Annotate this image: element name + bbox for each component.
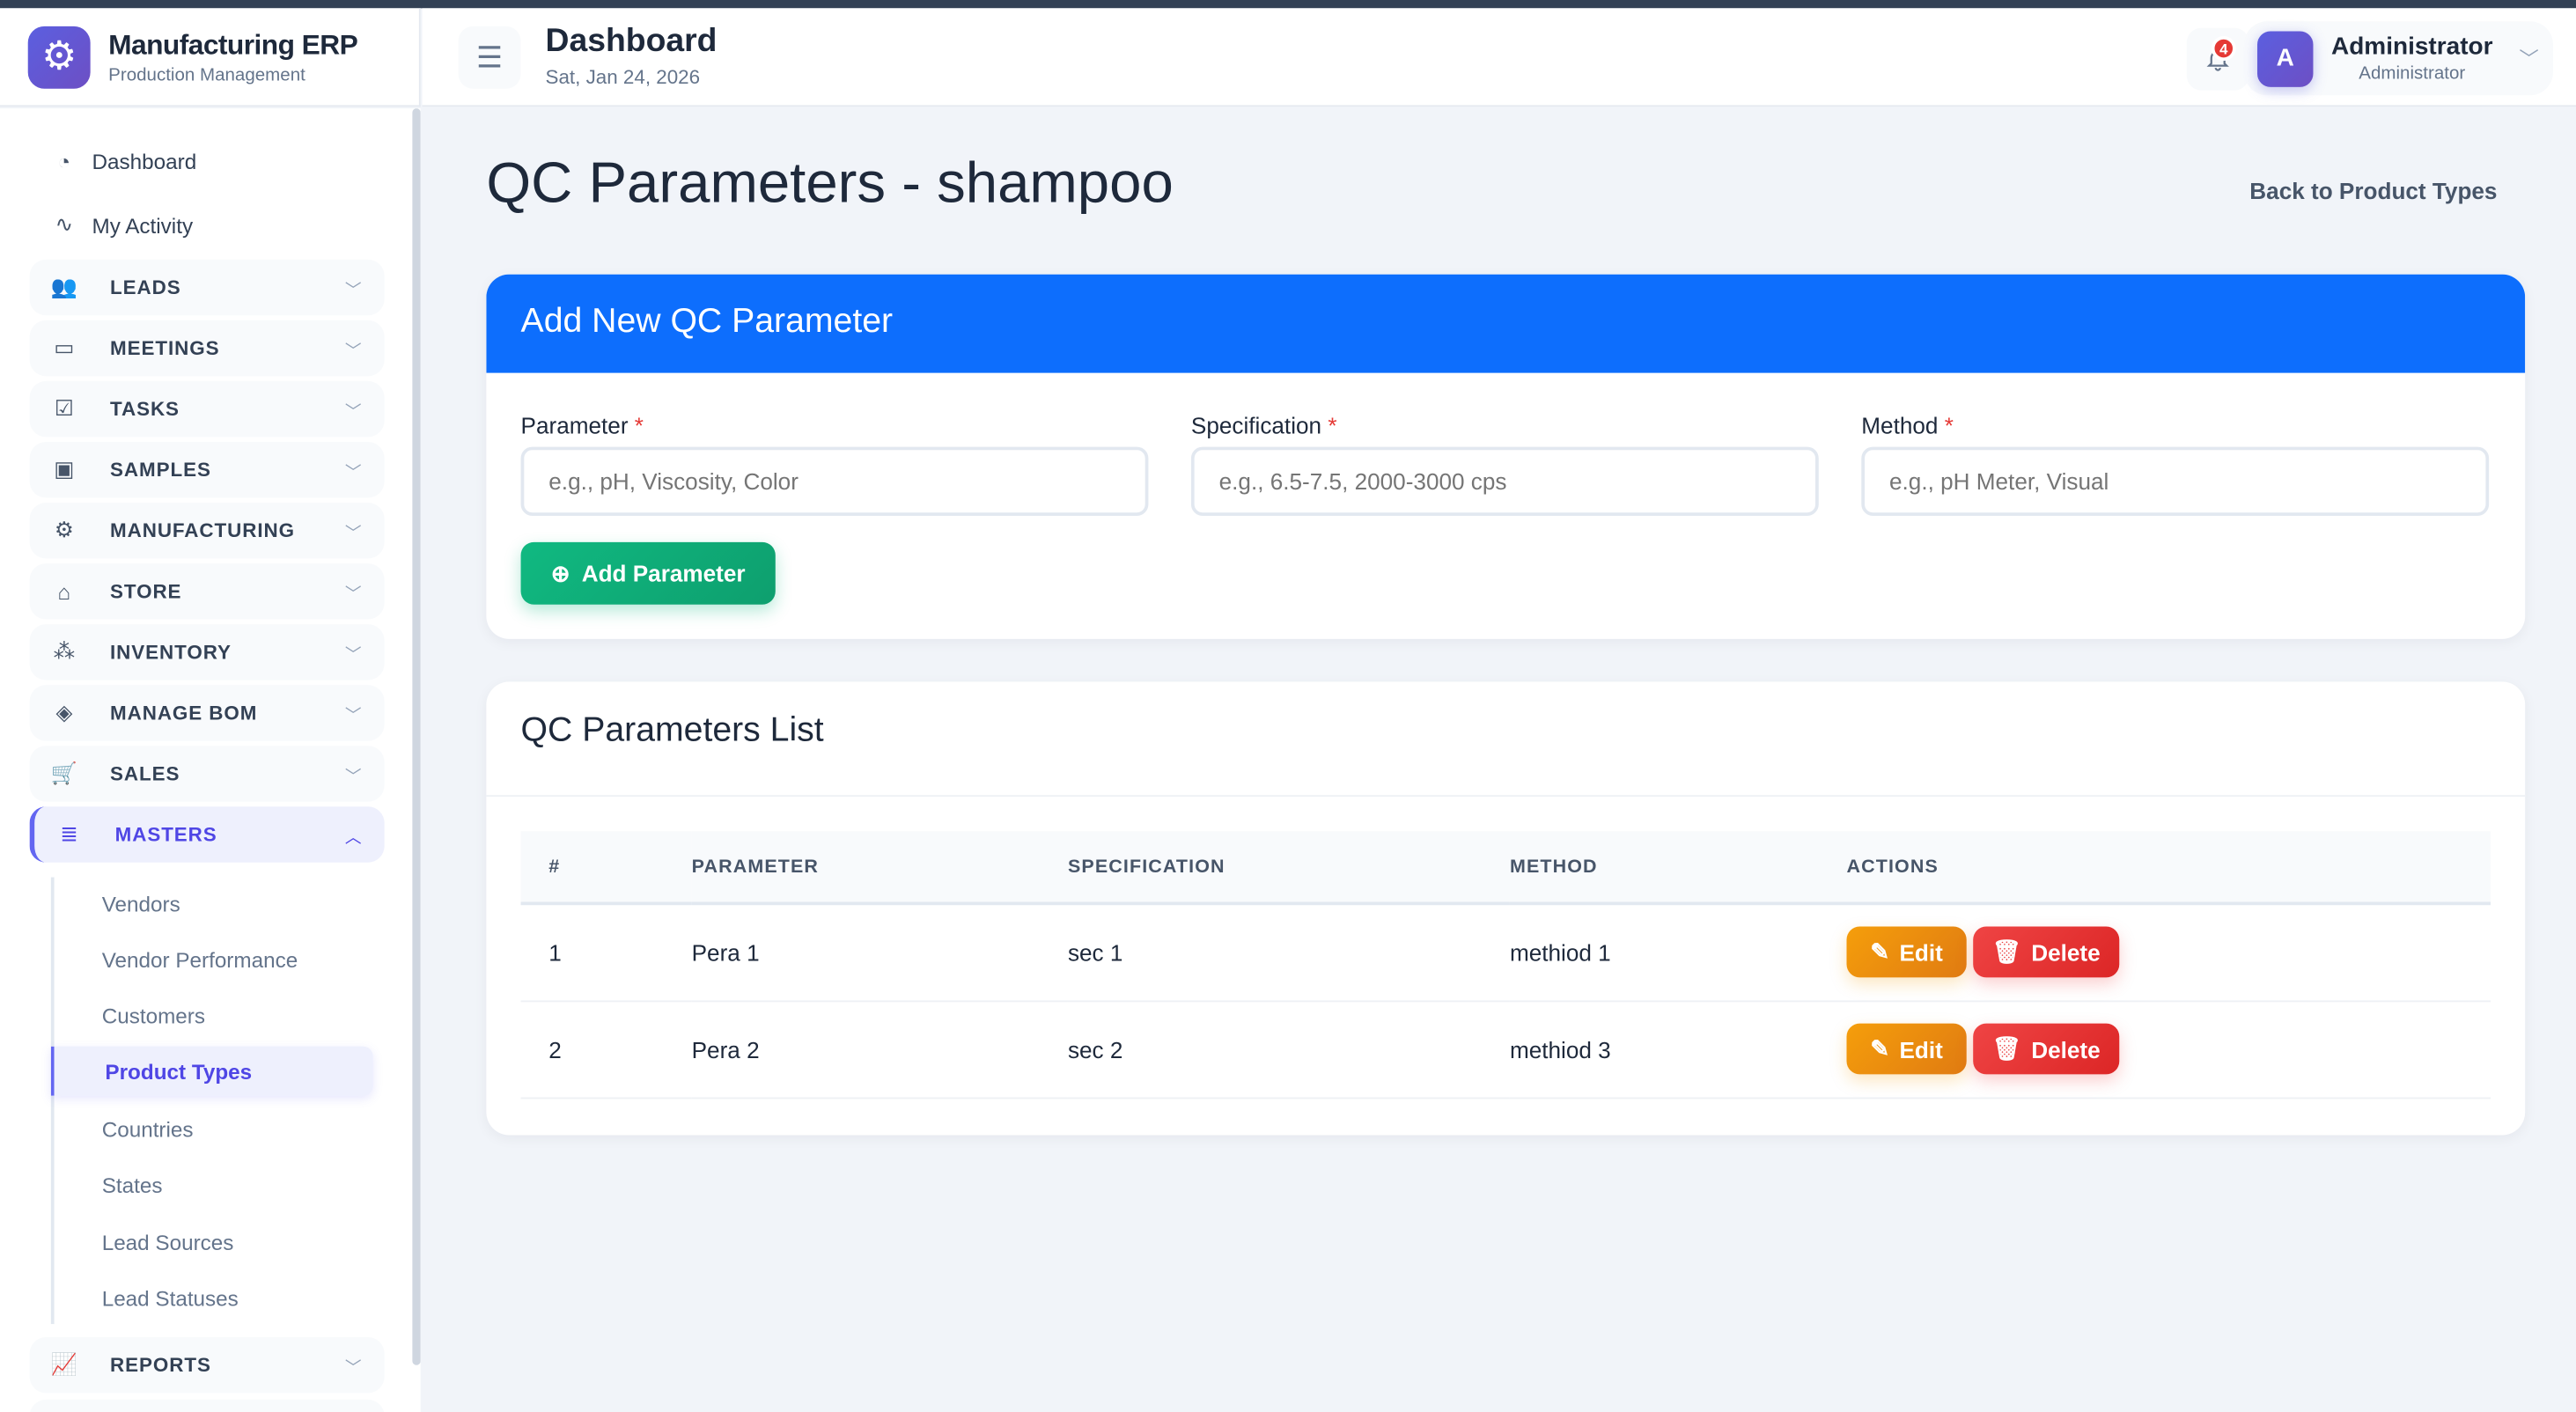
app-subtitle: Production Management — [108, 64, 305, 85]
checkbox-icon: ☑ — [54, 395, 74, 421]
header-date: Sat, Jan 24, 2026 — [545, 65, 701, 89]
app-title: Manufacturing ERP — [108, 28, 358, 61]
column-header: METHOD — [1509, 831, 1847, 906]
sidebar-item-lead-sources[interactable]: Lead Sources — [101, 1229, 234, 1254]
database-icon: ≣ — [60, 821, 78, 847]
chevron-down-icon: ﹀ — [344, 282, 362, 300]
chevron-down-icon: ﹀ — [344, 646, 362, 665]
method-input[interactable] — [1861, 446, 2490, 516]
sidebar-item-states[interactable]: States — [101, 1172, 163, 1197]
header: ☰ Dashboard Sat, Jan 24, 2026 4 A Admini… — [422, 8, 2576, 107]
chart-line-icon: 📈 — [50, 1351, 77, 1377]
parameters-list-card: QC Parameters List # PARAMETER SPECIFICA… — [486, 681, 2526, 1136]
chevron-down-icon: ﹀ — [344, 464, 362, 482]
layers-icon: ◈ — [55, 699, 73, 724]
boxes-icon: ⁂ — [53, 638, 75, 664]
chevron-down-icon: ﹀ — [344, 585, 362, 604]
add-parameter-card: Add New QC Parameter Parameter * Specifi… — [486, 274, 2526, 639]
parameters-table: # PARAMETER SPECIFICATION METHOD ACTIONS… — [520, 831, 2491, 1099]
gear-icon: ⚙ — [27, 25, 91, 88]
cart-icon: 🛒 — [50, 761, 77, 785]
chevron-up-icon: ︿ — [344, 828, 362, 847]
sidebar-group-tasks[interactable]: ☑ TASKS ﹀ — [29, 380, 385, 438]
chevron-down-icon: ﹀ — [344, 768, 362, 786]
pencil-icon: ✎ — [1870, 938, 1890, 965]
trash-icon: 🗑 — [1991, 1034, 2022, 1062]
menu-toggle-button[interactable]: ☰ — [458, 26, 521, 89]
parameter-field: Parameter * — [520, 412, 1149, 516]
box-icon: ▣ — [54, 456, 75, 482]
column-header: SPECIFICATION — [1067, 831, 1510, 906]
sidebar-item-vendor-performance[interactable]: Vendor Performance — [101, 946, 298, 972]
sidebar-group-leads[interactable]: 👥 LEADS ﹀ — [29, 259, 385, 316]
delete-button[interactable]: 🗑 Delete — [1973, 1023, 2120, 1075]
sidebar-item-vendors[interactable]: Vendors — [101, 891, 180, 916]
chevron-down-icon: ﹀ — [2519, 48, 2539, 71]
column-header: # — [520, 831, 692, 906]
chevron-down-icon: ﹀ — [344, 525, 362, 543]
delete-button[interactable]: 🗑 Delete — [1973, 926, 2120, 978]
sidebar-group-store[interactable]: ⌂ STORE ﹀ — [29, 563, 385, 620]
column-header: PARAMETER — [691, 831, 1068, 906]
notifications-button[interactable]: 4 — [2186, 27, 2249, 91]
sidebar-group-manufacturing[interactable]: ⚙ MANUFACTURING ﹀ — [29, 503, 385, 559]
activity-icon: ∿ — [55, 211, 73, 237]
avatar: A — [2257, 30, 2314, 86]
sidebar-group-masters[interactable]: ≣ MASTERS ︿ — [29, 806, 385, 863]
sidebar-item-customers[interactable]: Customers — [101, 1003, 206, 1028]
sidebar-item-countries[interactable]: Countries — [101, 1116, 194, 1142]
sidebar-item-my-activity[interactable]: ∿ My Activity — [30, 201, 385, 250]
gauge-icon: ◔ — [57, 148, 71, 173]
edit-button[interactable]: ✎ Edit — [1846, 1023, 1967, 1075]
sidebar-group-next[interactable] — [29, 1399, 385, 1412]
submenu-line — [50, 877, 55, 1325]
column-header: ACTIONS — [1846, 831, 2491, 906]
window-top-bar — [0, 0, 2576, 9]
chevron-down-icon: ﹀ — [344, 707, 362, 725]
chevron-down-icon: ﹀ — [344, 342, 362, 361]
page-title: QC Parameters - shampoo — [486, 151, 1174, 216]
specification-input[interactable] — [1190, 446, 1819, 516]
user-role: Administrator — [2359, 63, 2466, 85]
add-parameter-button[interactable]: ⊕ Add Parameter — [520, 541, 776, 605]
sidebar-item-dashboard[interactable]: ◔ Dashboard — [30, 136, 385, 186]
back-to-product-types-link[interactable]: Back to Product Types — [2249, 177, 2498, 204]
sidebar-scrollbar[interactable] — [412, 108, 421, 1365]
sidebar-item-lead-statuses[interactable]: Lead Statuses — [101, 1285, 239, 1311]
sidebar-group-sales[interactable]: 🛒 SALES ﹀ — [29, 746, 385, 802]
pencil-icon: ✎ — [1870, 1034, 1890, 1062]
video-icon: ▭ — [54, 335, 75, 360]
sidebar-group-samples[interactable]: ▣ SAMPLES ﹀ — [29, 441, 385, 498]
user-menu[interactable]: A Administrator Administrator ﹀ — [2244, 21, 2553, 96]
table-row: 2 Pera 2 sec 2 methiod 3 ✎ Edit 🗑 Delete — [520, 1000, 2491, 1099]
chevron-down-icon: ﹀ — [344, 1359, 362, 1378]
chevron-down-icon: ﹀ — [344, 403, 362, 422]
method-field: Method * — [1861, 412, 2490, 516]
sidebar-group-inventory[interactable]: ⁂ INVENTORY ﹀ — [29, 624, 385, 680]
add-parameter-card-title: Add New QC Parameter — [486, 274, 2526, 373]
store-icon: ⌂ — [57, 578, 71, 604]
sidebar-item-product-types[interactable]: Product Types — [50, 1046, 373, 1096]
sidebar: ◔ Dashboard ∿ My Activity 👥 LEADS ﹀ ▭ MEETING… — [0, 108, 421, 1412]
header-title: Dashboard — [545, 23, 718, 60]
sidebar-group-reports[interactable]: 📈 REPORTS ﹀ — [29, 1337, 385, 1394]
table-row: 1 Pera 1 sec 1 methiod 1 ✎ Edit 🗑 Delete — [520, 903, 2491, 1002]
specification-field: Specification * — [1190, 412, 1819, 516]
parameter-input[interactable] — [520, 446, 1149, 516]
sidebar-group-meetings[interactable]: ▭ MEETINGS ﹀ — [29, 320, 385, 377]
plus-circle-icon: ⊕ — [550, 559, 570, 586]
trash-icon: 🗑 — [1991, 938, 2022, 965]
users-icon: 👥 — [50, 274, 77, 299]
brand: ⚙ Manufacturing ERP Production Managemen… — [0, 8, 421, 107]
gear-icon: ⚙ — [54, 517, 74, 542]
notification-badge: 4 — [2211, 36, 2236, 62]
parameters-list-title: QC Parameters List — [486, 681, 2526, 798]
user-name: Administrator — [2330, 33, 2493, 62]
sidebar-group-manage-bom[interactable]: ◈ MANAGE BOM ﹀ — [29, 685, 385, 741]
hamburger-icon: ☰ — [476, 40, 504, 74]
edit-button[interactable]: ✎ Edit — [1846, 926, 1967, 978]
